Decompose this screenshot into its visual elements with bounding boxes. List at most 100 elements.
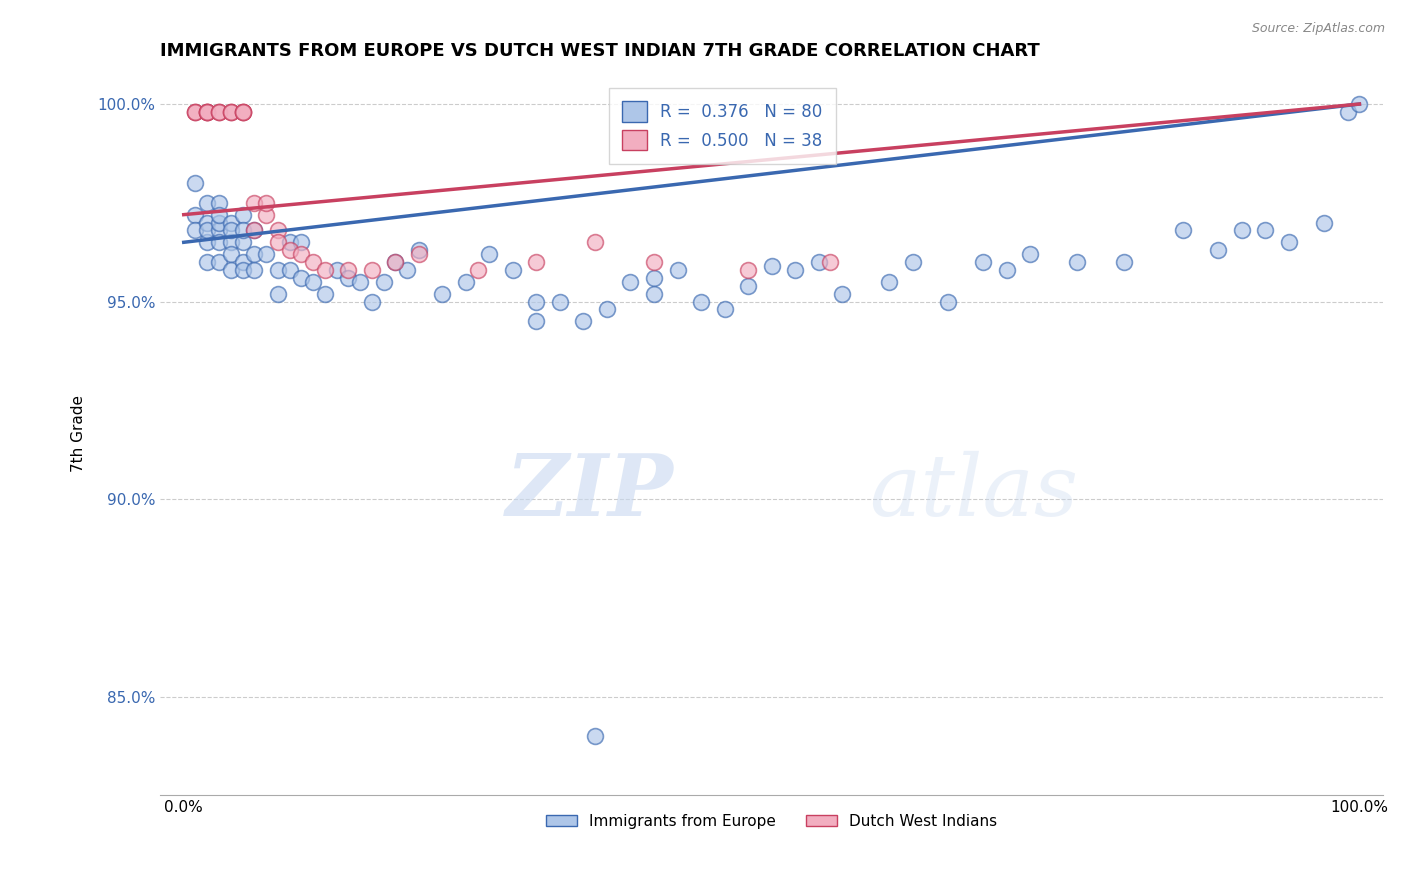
- Point: [267, 235, 290, 250]
- Text: IMMIGRANTS FROM EUROPE VS DUTCH WEST INDIAN 7TH GRADE CORRELATION CHART: IMMIGRANTS FROM EUROPE VS DUTCH WEST IND…: [160, 42, 1040, 60]
- Point: [208, 255, 231, 269]
- Point: [231, 208, 253, 222]
- Point: [583, 235, 606, 250]
- Point: [1171, 223, 1194, 237]
- Point: [526, 255, 548, 269]
- Point: [901, 255, 924, 269]
- Point: [208, 223, 231, 237]
- Point: [195, 255, 218, 269]
- Point: [761, 259, 783, 273]
- Point: [467, 263, 489, 277]
- Point: [432, 286, 454, 301]
- Point: [785, 263, 807, 277]
- Point: [254, 247, 277, 261]
- Point: [1208, 243, 1230, 257]
- Point: [713, 302, 735, 317]
- Point: [302, 275, 325, 289]
- Point: [195, 104, 218, 119]
- Point: [384, 255, 406, 269]
- Point: [583, 729, 606, 743]
- Point: [408, 247, 430, 261]
- Point: [195, 104, 218, 119]
- Point: [195, 195, 218, 210]
- Point: [337, 271, 360, 285]
- Point: [219, 263, 242, 277]
- Point: [184, 176, 207, 190]
- Point: [195, 104, 218, 119]
- Point: [267, 263, 290, 277]
- Legend: Immigrants from Europe, Dutch West Indians: Immigrants from Europe, Dutch West India…: [540, 807, 1004, 835]
- Point: [349, 275, 371, 289]
- Point: [454, 275, 477, 289]
- Point: [243, 195, 266, 210]
- Point: [231, 263, 253, 277]
- Point: [254, 208, 277, 222]
- Point: [502, 263, 524, 277]
- Point: [373, 275, 395, 289]
- Point: [384, 255, 406, 269]
- Point: [478, 247, 501, 261]
- Point: [267, 286, 290, 301]
- Text: ZIP: ZIP: [506, 450, 673, 533]
- Point: [820, 255, 842, 269]
- Point: [1348, 97, 1371, 112]
- Point: [278, 263, 301, 277]
- Point: [231, 235, 253, 250]
- Point: [596, 302, 619, 317]
- Point: [219, 247, 242, 261]
- Point: [360, 294, 382, 309]
- Point: [231, 104, 253, 119]
- Point: [548, 294, 571, 309]
- Point: [243, 223, 266, 237]
- Point: [243, 223, 266, 237]
- Point: [195, 215, 218, 229]
- Point: [314, 286, 336, 301]
- Point: [195, 104, 218, 119]
- Point: [690, 294, 713, 309]
- Point: [360, 263, 382, 277]
- Point: [643, 286, 665, 301]
- Point: [337, 263, 360, 277]
- Point: [1337, 104, 1360, 119]
- Point: [195, 104, 218, 119]
- Point: [184, 104, 207, 119]
- Point: [231, 104, 253, 119]
- Point: [278, 243, 301, 257]
- Point: [396, 263, 419, 277]
- Point: [1114, 255, 1136, 269]
- Point: [243, 263, 266, 277]
- Point: [208, 195, 231, 210]
- Point: [231, 104, 253, 119]
- Point: [219, 104, 242, 119]
- Point: [278, 235, 301, 250]
- Text: atlas: atlas: [869, 450, 1078, 533]
- Point: [526, 294, 548, 309]
- Point: [572, 314, 595, 328]
- Point: [184, 104, 207, 119]
- Point: [1066, 255, 1088, 269]
- Y-axis label: 7th Grade: 7th Grade: [72, 395, 86, 473]
- Point: [526, 314, 548, 328]
- Point: [219, 223, 242, 237]
- Point: [737, 263, 759, 277]
- Point: [643, 271, 665, 285]
- Point: [737, 278, 759, 293]
- Point: [666, 263, 689, 277]
- Point: [219, 104, 242, 119]
- Point: [325, 263, 347, 277]
- Point: [231, 223, 253, 237]
- Point: [807, 255, 830, 269]
- Point: [254, 195, 277, 210]
- Point: [995, 263, 1018, 277]
- Point: [184, 223, 207, 237]
- Point: [208, 215, 231, 229]
- Point: [831, 286, 853, 301]
- Point: [972, 255, 994, 269]
- Point: [302, 255, 325, 269]
- Point: [1313, 215, 1336, 229]
- Text: Source: ZipAtlas.com: Source: ZipAtlas.com: [1251, 22, 1385, 36]
- Point: [208, 104, 231, 119]
- Point: [208, 104, 231, 119]
- Point: [1254, 223, 1277, 237]
- Point: [208, 235, 231, 250]
